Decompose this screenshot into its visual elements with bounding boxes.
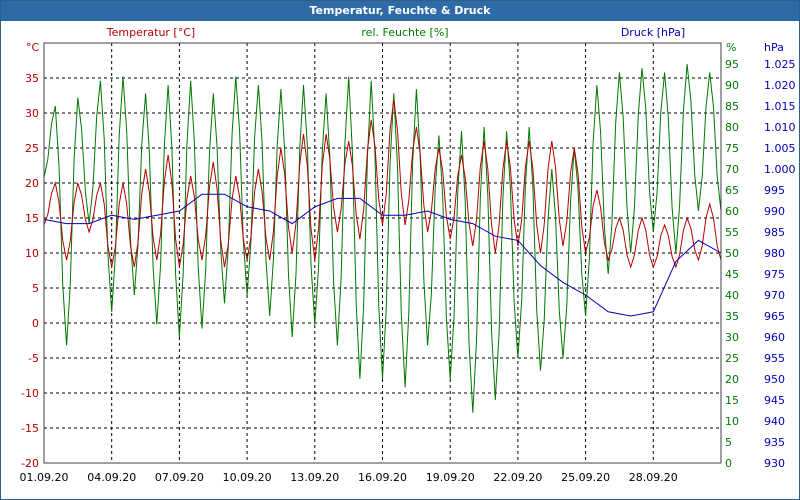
- date-tick-label: 16.09.20: [358, 471, 407, 484]
- humidity-tick-label: 95: [725, 58, 739, 71]
- date-tick-label: 19.09.20: [426, 471, 475, 484]
- grid: [44, 43, 721, 463]
- temperature-tick-label: -10: [21, 387, 39, 400]
- pressure-tick-label: 995: [764, 184, 785, 197]
- humidity-tick-label: 50: [725, 247, 739, 260]
- temperature-tick-label: -5: [28, 352, 39, 365]
- humidity-tick-label: 80: [725, 121, 739, 134]
- temperature-tick-label: 20: [25, 177, 39, 190]
- pressure-line: [43, 193, 722, 317]
- pressure-unit: hPa: [764, 41, 784, 54]
- legend-humidity: rel. Feuchte [%]: [361, 26, 448, 39]
- pressure-tick-label: 970: [764, 289, 785, 302]
- date-tick-label: 22.09.20: [493, 471, 542, 484]
- temperature-tick-label: 5: [32, 282, 39, 295]
- temperature-tick-label: 0: [32, 317, 39, 330]
- humidity-tick-label: 0: [725, 457, 732, 470]
- humidity-tick-label: 85: [725, 100, 739, 113]
- pressure-tick-label: 1.025: [764, 58, 796, 71]
- date-tick-label: 13.09.20: [290, 471, 339, 484]
- temperature-line: [43, 98, 722, 269]
- temperature-tick-label: 15: [25, 212, 39, 225]
- temperature-tick-label: 30: [25, 107, 39, 120]
- humidity-tick-label: 25: [725, 352, 739, 365]
- legend-temperature: Temperatur [°C]: [106, 26, 195, 39]
- pressure-tick-label: 980: [764, 247, 785, 260]
- pressure-tick-label: 985: [764, 226, 785, 239]
- date-tick-label: 10.09.20: [223, 471, 272, 484]
- temperature-tick-label: 25: [25, 142, 39, 155]
- pressure-tick-label: 930: [764, 457, 785, 470]
- pressure-tick-label: 945: [764, 394, 785, 407]
- humidity-tick-label: 15: [725, 394, 739, 407]
- plot-frame: [43, 42, 722, 464]
- humidity-tick-label: 5: [725, 436, 732, 449]
- humidity-unit: %: [726, 41, 736, 54]
- pressure-tick-label: 1.015: [764, 100, 796, 113]
- humidity-tick-label: 10: [725, 415, 739, 428]
- pressure-tick-label: 975: [764, 268, 785, 281]
- humidity-tick-label: 90: [725, 79, 739, 92]
- temperature-tick-label: -20: [21, 457, 39, 470]
- pressure-tick-label: 960: [764, 331, 785, 344]
- pressure-tick-label: 1.000: [764, 163, 796, 176]
- window-title: Temperatur, Feuchte & Druck: [1, 1, 799, 21]
- humidity-tick-label: 60: [725, 205, 739, 218]
- humidity-tick-label: 20: [725, 373, 739, 386]
- humidity-tick-label: 45: [725, 268, 739, 281]
- series-layer: [43, 63, 722, 413]
- temperature-tick-label: -15: [21, 422, 39, 435]
- pressure-tick-label: 940: [764, 415, 785, 428]
- humidity-tick-label: 55: [725, 226, 739, 239]
- temperature-tick-label: 35: [25, 72, 39, 85]
- pressure-tick-label: 1.020: [764, 79, 796, 92]
- humidity-tick-label: 75: [725, 142, 739, 155]
- humidity-tick-label: 65: [725, 184, 739, 197]
- legend-pressure: Druck [hPa]: [621, 26, 685, 39]
- pressure-tick-label: 955: [764, 352, 785, 365]
- axis-labels: -20 -15 -10 -5 0 5 10 15 20 25 30 35 0 5 10 15 20 25 30 35 4…: [20, 58, 796, 484]
- temperature-unit: °C: [26, 41, 40, 54]
- pressure-tick-label: 965: [764, 310, 785, 323]
- pressure-tick-label: 1.010: [764, 121, 796, 134]
- humidity-tick-label: 30: [725, 331, 739, 344]
- date-tick-label: 25.09.20: [561, 471, 610, 484]
- pressure-tick-label: 990: [764, 205, 785, 218]
- humidity-tick-label: 70: [725, 163, 739, 176]
- date-tick-label: 07.09.20: [155, 471, 204, 484]
- date-tick-label: 01.09.20: [20, 471, 69, 484]
- humidity-line: [43, 63, 722, 413]
- pressure-tick-label: 950: [764, 373, 785, 386]
- pressure-tick-label: 935: [764, 436, 785, 449]
- date-tick-label: 28.09.20: [629, 471, 678, 484]
- humidity-tick-label: 35: [725, 310, 739, 323]
- humidity-tick-label: 40: [725, 289, 739, 302]
- temperature-tick-label: 10: [25, 247, 39, 260]
- date-tick-label: 04.09.20: [87, 471, 136, 484]
- pressure-tick-label: 1.005: [764, 142, 796, 155]
